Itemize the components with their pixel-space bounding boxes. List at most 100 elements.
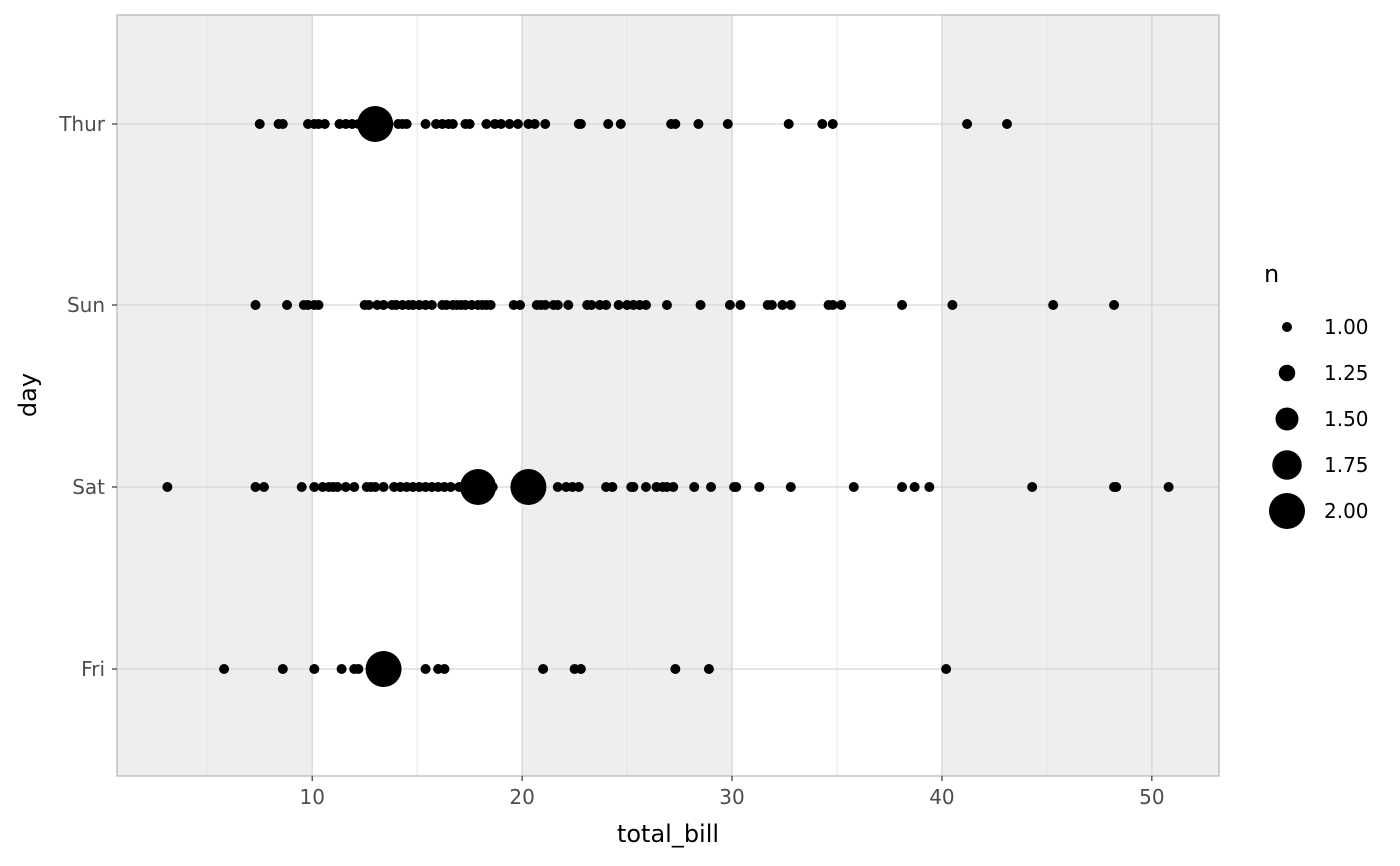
data-point-thur <box>575 119 586 129</box>
data-point-sun <box>947 300 958 310</box>
x-tick-label: 20 <box>509 785 534 809</box>
data-point-sun <box>313 300 324 310</box>
data-point-fri <box>309 664 320 674</box>
data-point-fri <box>219 664 230 674</box>
x-axis-ticks: 10 20 30 40 50 <box>299 776 1165 809</box>
data-point-thur <box>504 119 515 129</box>
data-point-sat <box>349 482 360 492</box>
data-point-fri <box>365 651 402 687</box>
data-point-sun <box>282 300 293 310</box>
data-point-sat <box>848 482 859 492</box>
data-point-thur <box>722 119 733 129</box>
data-point-sat <box>607 482 618 492</box>
data-point-sat <box>460 469 497 505</box>
data-point-sun <box>897 300 908 310</box>
data-point-sat <box>258 482 269 492</box>
data-point-sun <box>515 300 526 310</box>
y-axis-ticks: Fri Sat Sun Thur <box>58 112 117 681</box>
data-point-sun <box>836 300 847 310</box>
data-point-thur <box>603 119 614 129</box>
data-point-sat <box>487 482 498 492</box>
background-bands <box>117 15 1219 776</box>
data-point-sat <box>1109 482 1120 492</box>
data-point-sat <box>370 482 381 492</box>
data-point-fri <box>538 664 549 674</box>
data-point-sat <box>628 482 639 492</box>
data-point-sun <box>735 300 746 310</box>
data-point-thur <box>481 119 492 129</box>
legend-key <box>1282 322 1292 332</box>
data-point-thur <box>827 119 838 129</box>
data-point-sun <box>1109 300 1120 310</box>
data-point-thur <box>783 119 794 129</box>
data-point-sat <box>573 482 584 492</box>
data-point-thur <box>447 119 458 129</box>
data-point-thur <box>254 119 265 129</box>
data-point-sun <box>1048 300 1059 310</box>
data-point-sun <box>827 300 838 310</box>
data-point-sat <box>785 482 796 492</box>
shaded-band-2 <box>941 15 1219 776</box>
legend: n 1.00 1.25 1.50 1.75 2.00 <box>1264 260 1369 529</box>
y-tick-label: Sun <box>67 293 105 317</box>
data-point-sat <box>552 482 563 492</box>
x-tick-label: 50 <box>1139 785 1164 809</box>
y-axis-title: day <box>14 373 42 417</box>
data-point-sun <box>586 300 597 310</box>
y-tick-label: Sat <box>72 475 105 499</box>
data-point-sat <box>754 482 765 492</box>
data-point-sat <box>668 482 679 492</box>
data-point-sun <box>601 300 612 310</box>
data-point-sat <box>731 482 742 492</box>
data-point-sat <box>162 482 173 492</box>
data-point-sun <box>640 300 651 310</box>
data-point-sun <box>250 300 261 310</box>
data-point-sat <box>378 482 389 492</box>
data-point-thur <box>529 119 540 129</box>
data-point-sun <box>426 300 437 310</box>
data-point-thur <box>693 119 704 129</box>
y-tick-label: Fri <box>81 657 105 681</box>
data-point-sat <box>897 482 908 492</box>
data-point-fri <box>277 664 288 674</box>
legend-key <box>1275 407 1299 431</box>
data-point-sun <box>724 300 735 310</box>
data-point-thur <box>357 106 394 142</box>
data-point-sun <box>613 300 624 310</box>
data-point-sat <box>1163 482 1174 492</box>
data-point-sat <box>445 482 456 492</box>
x-tick-label: 30 <box>719 785 744 809</box>
data-point-sat <box>1027 482 1038 492</box>
data-point-thur <box>420 119 431 129</box>
data-point-thur <box>962 119 973 129</box>
y-tick-label: Thur <box>58 112 106 136</box>
data-point-fri <box>941 664 952 674</box>
data-point-sat <box>296 482 307 492</box>
legend-label: 2.00 <box>1324 499 1369 523</box>
legend-key <box>1272 450 1302 480</box>
data-point-thur <box>464 119 475 129</box>
data-point-thur <box>512 119 523 129</box>
data-point-sat <box>689 482 700 492</box>
data-point-thur <box>1001 119 1012 129</box>
data-point-sun <box>695 300 706 310</box>
data-point-thur <box>540 119 551 129</box>
data-point-sun <box>552 300 563 310</box>
data-point-fri <box>703 664 714 674</box>
data-point-fri <box>670 664 681 674</box>
data-point-sun <box>777 300 788 310</box>
data-point-sat <box>510 469 547 505</box>
data-point-thur <box>496 119 507 129</box>
data-point-thur <box>670 119 681 129</box>
data-point-sat <box>309 482 320 492</box>
legend-key <box>1269 493 1305 529</box>
x-tick-label: 10 <box>299 785 324 809</box>
legend-key <box>1278 364 1296 382</box>
data-point-sun <box>540 300 551 310</box>
shaded-band-0 <box>117 15 313 776</box>
data-point-sun <box>563 300 574 310</box>
data-point-sat <box>640 482 651 492</box>
x-axis-title: total_bill <box>617 820 719 848</box>
data-point-fri <box>353 664 364 674</box>
